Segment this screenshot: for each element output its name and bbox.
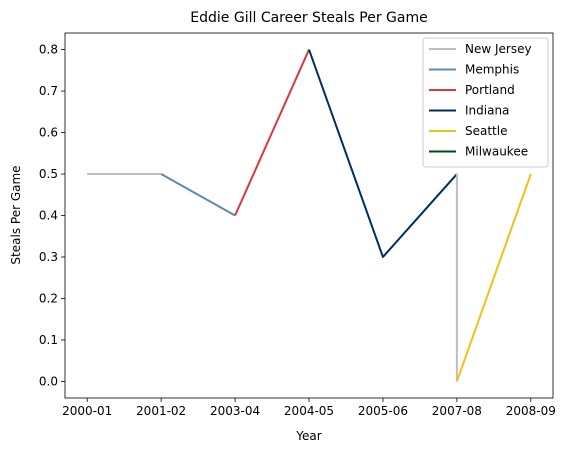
series-line: [160, 173, 236, 217]
y-axis-label: Steals Per Game: [9, 165, 23, 264]
x-tick-label: 2007-08: [432, 404, 482, 418]
y-tick-label: 0.3: [39, 250, 58, 264]
x-axis-label: Year: [295, 429, 321, 443]
x-tick-label: 2003-04: [210, 404, 260, 418]
legend-label: Seattle: [465, 124, 507, 138]
y-tick-label: 0.7: [39, 84, 58, 98]
x-tick-label: 2005-06: [358, 404, 408, 418]
y-tick-label: 0.8: [39, 43, 58, 57]
x-tick-label: 2000-01: [62, 404, 112, 418]
y-tick-label: 0.2: [39, 291, 58, 305]
legend-label: Indiana: [465, 104, 509, 118]
y-tick-label: 0.0: [39, 374, 58, 388]
legend-label: Milwaukee: [465, 145, 528, 159]
chart-title: Eddie Gill Career Steals Per Game: [190, 10, 427, 26]
y-tick-label: 0.4: [39, 209, 58, 223]
x-tick-label: 2001-02: [136, 404, 186, 418]
legend: New Jersey Memphis Portland Indiana Seattle M…: [422, 37, 549, 168]
legend-label: New Jersey: [465, 42, 532, 56]
legend-label: Portland: [465, 83, 515, 97]
x-tick-label: 2004-05: [284, 404, 334, 418]
series-line: [455, 173, 532, 382]
series-line: [308, 49, 458, 258]
x-tick-label: 2008-09: [506, 404, 556, 418]
legend-label: Memphis: [465, 63, 519, 77]
y-tick-label: 0.5: [39, 167, 58, 181]
series-line: [234, 49, 310, 216]
plot-area: 2000-01 2001-02 2003-04 2004-05 2005-06 2007-…: [39, 32, 556, 418]
y-tick-label: 0.6: [39, 126, 58, 140]
y-tick-label: 0.1: [39, 333, 58, 347]
